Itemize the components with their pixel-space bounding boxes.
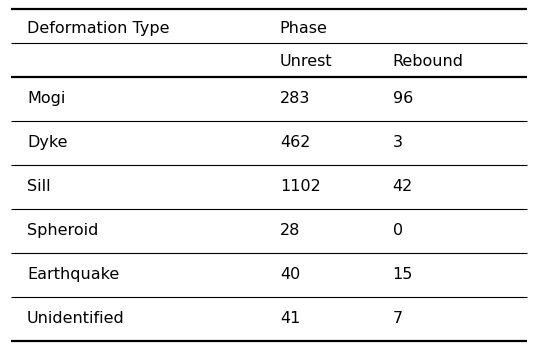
Text: 7: 7 — [393, 311, 403, 326]
Text: 28: 28 — [280, 223, 300, 238]
Text: 41: 41 — [280, 311, 300, 326]
Text: Deformation Type: Deformation Type — [27, 21, 169, 36]
Text: 0: 0 — [393, 223, 403, 238]
Text: Spheroid: Spheroid — [27, 223, 98, 238]
Text: 3: 3 — [393, 135, 403, 150]
Text: Earthquake: Earthquake — [27, 267, 119, 282]
Text: 15: 15 — [393, 267, 413, 282]
Text: 42: 42 — [393, 179, 413, 194]
Text: Dyke: Dyke — [27, 135, 67, 150]
Text: 40: 40 — [280, 267, 300, 282]
Text: 462: 462 — [280, 135, 310, 150]
Text: Rebound: Rebound — [393, 54, 464, 69]
Text: Mogi: Mogi — [27, 91, 65, 106]
Text: 1102: 1102 — [280, 179, 321, 194]
Text: Unidentified: Unidentified — [27, 311, 125, 326]
Text: 96: 96 — [393, 91, 413, 106]
Text: 283: 283 — [280, 91, 310, 106]
Text: Sill: Sill — [27, 179, 51, 194]
Text: Unrest: Unrest — [280, 54, 332, 69]
Text: Phase: Phase — [280, 21, 328, 36]
